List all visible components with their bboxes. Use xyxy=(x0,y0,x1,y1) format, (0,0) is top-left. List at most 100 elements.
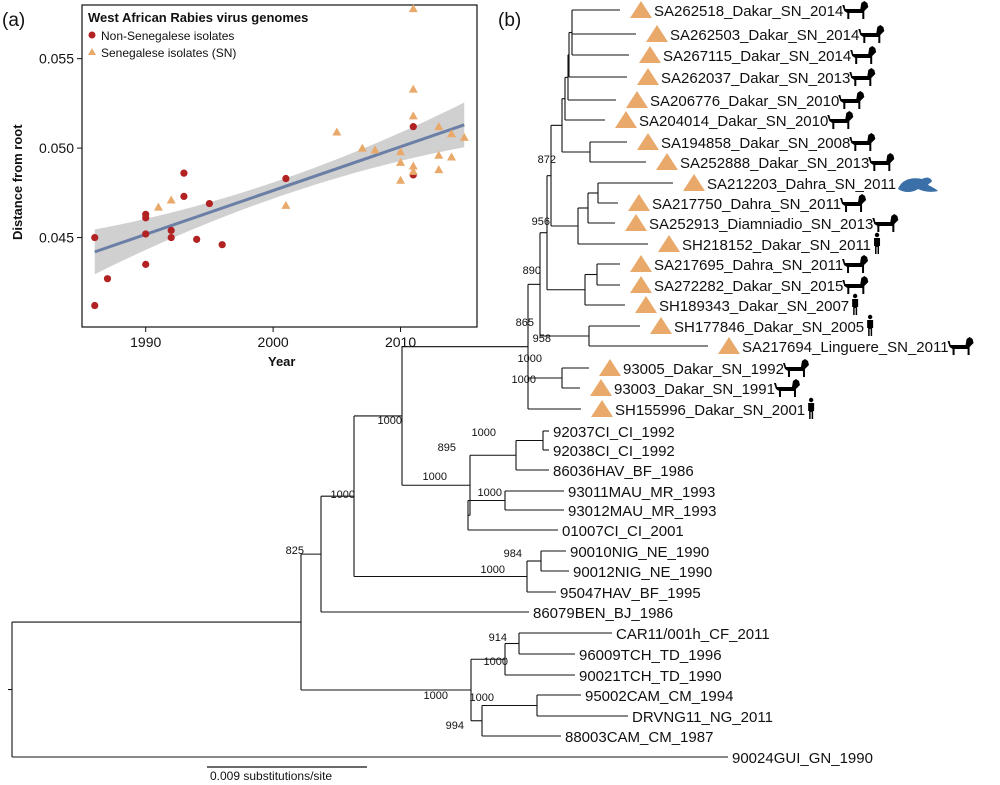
dog-icon xyxy=(872,214,899,232)
regression-line xyxy=(94,123,465,254)
leaf-label: 86036HAV_BF_1986 xyxy=(553,463,694,480)
y-axis-label: Distance from root xyxy=(10,124,25,240)
x-axis-label: Year xyxy=(268,354,295,369)
bootstrap-value: 895 xyxy=(438,442,456,454)
axis-ticks: 1990 2000 2010 0.045 0.050 0.055 xyxy=(39,51,416,350)
leaf-marker-senegalese xyxy=(590,379,612,396)
leaf-label: SA252888_Dakar_SN_2013 xyxy=(680,155,869,172)
leaf-label: SA272282_Dakar_SN_2015 xyxy=(654,278,843,295)
scatter-plot: 1990 2000 2010 0.045 0.050 0.055 West African… xyxy=(10,4,478,369)
leaf-label: SH155996_Dakar_SN_2001 xyxy=(615,402,805,419)
y-tick-label: 0.050 xyxy=(39,140,74,156)
leaf-marker-senegalese xyxy=(591,400,613,417)
point-non-senegalese xyxy=(167,226,175,234)
point-non-senegalese xyxy=(142,230,150,238)
leaf-label: SA267115_Dakar_SN_2014 xyxy=(663,48,851,65)
leaf-label: 90010NIG_NE_1990 xyxy=(570,544,709,561)
point-senegalese xyxy=(153,202,163,211)
bootstrap-value: 984 xyxy=(504,548,522,560)
leaf-label: CAR11/001h_CF_2011 xyxy=(616,626,770,643)
point-senegalese xyxy=(408,84,418,93)
dog-icon xyxy=(827,111,854,129)
point-senegalese xyxy=(332,127,342,136)
leaf-label: 92038CI_CI_1992 xyxy=(553,443,675,460)
bootstrap-value: 1000 xyxy=(423,471,447,483)
leaf-label: SA262518_Dakar_SN_2014 xyxy=(654,3,843,20)
leaf-label: SA204014_Dakar_SN_2010 xyxy=(639,113,828,130)
point-non-senegalese xyxy=(193,235,201,243)
point-senegalese xyxy=(459,132,469,141)
leaf-label: SA217695_Dahra_SN_2011 xyxy=(654,257,843,274)
point-non-senegalese xyxy=(103,275,112,283)
leaf-label: 93011MAU_MR_1993 xyxy=(568,484,715,501)
bootstrap-value: 994 xyxy=(446,720,464,732)
leaf-marker-senegalese xyxy=(637,68,659,85)
bootstrap-values: 872 956 890 865 958 1000 1000 1000 1000 895 1000 10… xyxy=(286,154,556,732)
bootstrap-value: 956 xyxy=(532,216,550,228)
leaf-marker-senegalese xyxy=(639,46,661,63)
leaf-label: SH177846_Dakar_SN_2005 xyxy=(674,319,864,336)
leaf-label: SA217750_Dahra_SN_2011 xyxy=(652,196,841,213)
leaf-marker-senegalese xyxy=(718,337,740,354)
leaf-marker-senegalese xyxy=(635,296,657,313)
point-senegalese xyxy=(370,145,380,154)
dog-icon xyxy=(858,25,885,43)
leaf-label: SA217694_Linguere_SN_2011 xyxy=(742,339,949,356)
dog-icon xyxy=(947,337,974,355)
bootstrap-value: 1000 xyxy=(472,427,496,439)
point-senegalese xyxy=(447,152,457,161)
bootstrap-value: 1000 xyxy=(481,564,505,576)
dog-icon xyxy=(840,194,867,212)
bootstrap-value: 1000 xyxy=(470,692,494,704)
legend-non-senegalese: Non-Senegalese isolates xyxy=(101,29,234,43)
bootstrap-value: 872 xyxy=(538,154,556,166)
point-senegalese xyxy=(281,200,291,209)
leaf-marker-senegalese xyxy=(683,174,705,191)
point-senegalese xyxy=(396,157,406,166)
human-icon xyxy=(808,397,815,419)
data-points xyxy=(91,4,469,310)
legend-marker-non-senegalese xyxy=(88,31,96,39)
dog-icon xyxy=(838,91,865,109)
leaf-label: 86079BEN_BJ_1986 xyxy=(533,605,673,622)
human-icon xyxy=(867,314,874,336)
bootstrap-value: 914 xyxy=(489,632,507,644)
leaf-marker-senegalese xyxy=(650,317,672,334)
human-icon xyxy=(852,293,859,315)
point-non-senegalese xyxy=(91,301,99,310)
scale-bar-label: 0.009 substitutions/site xyxy=(210,769,332,783)
leaf-marker-senegalese xyxy=(656,153,678,170)
leaf-label: DRVNG11_NG_2011 xyxy=(632,709,773,726)
point-non-senegalese xyxy=(91,233,99,242)
leaf-marker-senegalese xyxy=(628,194,650,211)
dog-icon xyxy=(868,153,895,171)
point-senegalese xyxy=(396,175,406,184)
leaf-label: SA206776_Dakar_SN_2010 xyxy=(650,93,839,110)
point-non-senegalese xyxy=(218,241,226,249)
phylogenetic-tree: SA262518_Dakar_SN_2014 SA262503_Dakar_SN_… xyxy=(8,1,974,783)
dog-icon xyxy=(849,133,876,151)
bootstrap-value: 958 xyxy=(533,333,551,345)
leaf-label: 93005_Dakar_SN_1992 xyxy=(623,361,784,378)
point-non-senegalese xyxy=(180,169,188,177)
otter-icon xyxy=(898,177,939,192)
dog-icon xyxy=(782,359,809,377)
point-senegalese xyxy=(434,165,444,174)
panel-a-label: (a) xyxy=(2,10,25,31)
leaf-marker-senegalese xyxy=(599,359,621,376)
leaf-marker-senegalese xyxy=(626,91,648,108)
dog-icon xyxy=(842,1,869,19)
bootstrap-value: 1000 xyxy=(518,353,542,365)
leaf-marker-senegalese xyxy=(637,133,659,150)
bootstrap-value: 1000 xyxy=(424,690,448,702)
point-senegalese xyxy=(447,129,457,138)
point-non-senegalese xyxy=(282,174,290,183)
leaf-label: 95002CAM_CM_1994 xyxy=(585,688,733,705)
leaf-label: SH218152_Dakar_SN_2011 xyxy=(682,237,871,254)
y-tick-label: 0.045 xyxy=(39,230,74,246)
leaf-label: 90024GUI_GN_1990 xyxy=(732,750,873,767)
leaf-label: 96009TCH_TD_1996 xyxy=(579,647,722,664)
leaf-label: SA252913_Diamniadio_SN_2013 xyxy=(649,216,873,233)
leaf-label: 92037CI_CI_1992 xyxy=(553,424,675,441)
